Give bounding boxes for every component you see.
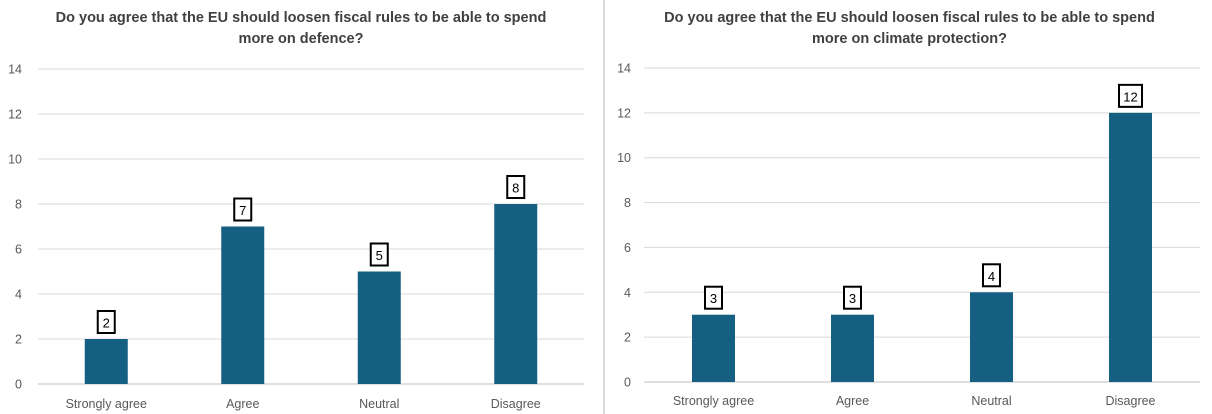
bar (221, 226, 265, 384)
data-label-box (1118, 83, 1143, 108)
chart-panel-climate: Do you agree that the EU should loosen f… (607, 0, 1212, 414)
bar (692, 314, 735, 382)
category-label: Neutral (359, 397, 399, 411)
y-tick-label: 14 (617, 62, 631, 76)
y-tick-label: 6 (15, 243, 22, 257)
y-tick-label: 2 (624, 331, 631, 345)
y-tick-label: 0 (624, 376, 631, 390)
bar-chart-defence: 0 2 4 6 8 10 12 14 2 Strongly agree 7 Agree 5 Neutral… (8, 63, 584, 411)
data-label-box (233, 197, 253, 222)
data-label-box (982, 263, 1001, 288)
data-label: 4 (988, 269, 995, 284)
chart-title: Do you agree that the EU should loosen f… (607, 8, 1212, 50)
data-label-box (506, 175, 526, 199)
category-label: Neutral (971, 394, 1011, 408)
bar-chart-climate: 0 2 4 6 8 10 12 14 3 Strongly agree 3 Agree 4 Neutral… (617, 62, 1200, 408)
y-tick-label: 12 (617, 106, 631, 120)
y-tick-label: 10 (8, 153, 22, 167)
data-label-box (96, 310, 116, 334)
category-label: Disagree (1105, 394, 1155, 408)
chart-title-line-1: Do you agree that the EU should loosen f… (664, 10, 1155, 26)
bar (970, 292, 1013, 382)
data-label: 5 (376, 248, 383, 263)
bar (357, 271, 401, 384)
y-tick-label: 2 (15, 333, 22, 347)
category-label: Agree (836, 394, 869, 408)
category-label: Strongly agree (673, 394, 754, 408)
category-label: Strongly agree (66, 397, 147, 411)
y-tick-label: 8 (624, 196, 631, 210)
y-tick-label: 14 (8, 63, 22, 77)
y-tick-label: 8 (15, 198, 22, 212)
data-label: 2 (103, 316, 110, 331)
y-tick-label: 10 (617, 151, 631, 165)
data-label: 8 (512, 181, 519, 196)
y-tick-label: 4 (15, 288, 22, 302)
data-label: 3 (849, 291, 856, 306)
data-label-box (704, 285, 723, 310)
bar (1109, 112, 1152, 382)
chart-title: Do you agree that the EU should loosen f… (0, 8, 602, 50)
y-tick-label: 6 (624, 241, 631, 255)
panel-divider (603, 0, 605, 414)
bar (494, 204, 538, 384)
y-tick-label: 12 (8, 108, 22, 122)
data-label: 3 (710, 291, 717, 306)
chart-title-line-2: more on climate protection? (812, 31, 1007, 47)
bar (84, 339, 128, 384)
data-label-box (369, 242, 389, 267)
data-label: 7 (239, 203, 246, 218)
chart-title-line-2: more on defence? (238, 31, 364, 47)
y-tick-label: 0 (15, 378, 22, 392)
y-tick-label: 4 (624, 286, 631, 300)
category-label: Disagree (491, 397, 541, 411)
chart-panel-defence: Do you agree that the EU should loosen f… (0, 0, 602, 414)
data-label: 12 (1123, 89, 1137, 104)
chart-title-line-1: Do you agree that the EU should loosen f… (55, 10, 547, 26)
category-label: Agree (226, 397, 259, 411)
bar (831, 314, 874, 382)
data-label-box (843, 285, 862, 310)
